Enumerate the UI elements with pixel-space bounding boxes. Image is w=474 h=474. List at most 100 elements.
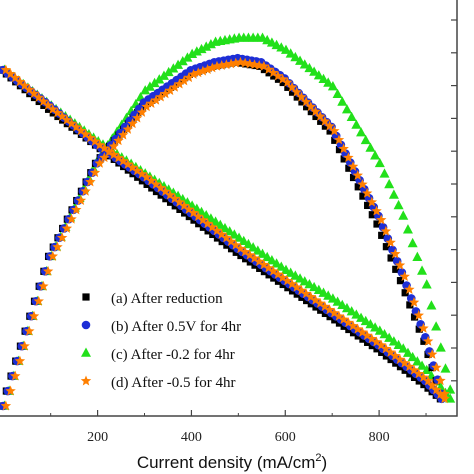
power-point bbox=[404, 284, 415, 294]
power-point bbox=[392, 265, 400, 273]
voltage-point bbox=[19, 80, 30, 91]
x-tick-label: 400 bbox=[181, 430, 202, 445]
voltage-point bbox=[291, 281, 302, 292]
power-point bbox=[413, 309, 424, 320]
power-point bbox=[149, 77, 160, 88]
power-point bbox=[99, 152, 110, 163]
voltage-point bbox=[296, 285, 307, 295]
voltage-point bbox=[305, 291, 317, 302]
legend-marker bbox=[80, 375, 92, 386]
power-point bbox=[396, 277, 405, 285]
power-point bbox=[356, 127, 367, 137]
voltage-point bbox=[347, 320, 359, 331]
voltage-point bbox=[360, 315, 371, 326]
power-point bbox=[371, 205, 382, 216]
power-point bbox=[230, 57, 241, 68]
power-point bbox=[10, 370, 21, 381]
power-point bbox=[364, 201, 372, 210]
voltage-point bbox=[268, 265, 279, 276]
voltage-point bbox=[210, 216, 221, 226]
power-point bbox=[390, 248, 401, 259]
voltage-point bbox=[404, 361, 415, 372]
power-point bbox=[402, 224, 413, 234]
x-tick-label: 600 bbox=[275, 430, 296, 445]
power-point bbox=[196, 43, 207, 54]
voltage-point bbox=[248, 242, 259, 252]
power-point bbox=[258, 60, 270, 71]
power-point bbox=[378, 231, 386, 239]
voltage-point bbox=[122, 158, 134, 169]
voltage-point bbox=[80, 128, 91, 139]
voltage-point bbox=[234, 232, 245, 242]
power-point bbox=[66, 213, 77, 224]
voltage-point bbox=[370, 322, 381, 332]
power-point bbox=[183, 72, 195, 83]
voltage-point bbox=[258, 259, 270, 270]
power-point bbox=[113, 135, 124, 146]
voltage-point bbox=[351, 309, 362, 319]
voltage-point bbox=[435, 388, 446, 399]
power-point bbox=[401, 289, 409, 297]
power-point bbox=[291, 86, 302, 97]
power-point bbox=[174, 78, 185, 89]
power-point bbox=[299, 59, 310, 69]
power-point bbox=[323, 77, 334, 87]
plot-border bbox=[0, 0, 458, 417]
power-point bbox=[327, 81, 338, 91]
legend-label: (c) After -0.2 for 4hr bbox=[111, 347, 235, 363]
voltage-point bbox=[361, 330, 373, 341]
power-point bbox=[368, 211, 376, 219]
power-point bbox=[394, 259, 406, 270]
x-axis-title: Current density (mA/cm2) bbox=[137, 452, 327, 472]
power-point bbox=[263, 64, 274, 74]
voltage-point bbox=[239, 246, 251, 257]
power-point bbox=[127, 118, 138, 129]
power-point bbox=[374, 157, 385, 168]
power-point bbox=[277, 73, 288, 84]
voltage-point bbox=[272, 268, 284, 279]
power-point bbox=[351, 119, 362, 129]
power-point bbox=[341, 104, 352, 114]
power-point bbox=[187, 48, 198, 58]
voltage-point bbox=[230, 239, 241, 250]
voltage-point bbox=[216, 228, 227, 239]
power-point bbox=[117, 129, 129, 140]
power-point bbox=[61, 222, 73, 233]
power-point bbox=[399, 271, 410, 282]
power-point bbox=[47, 250, 58, 261]
voltage-point bbox=[28, 88, 40, 99]
power-point bbox=[407, 237, 418, 248]
power-point bbox=[426, 300, 437, 310]
voltage-point bbox=[333, 310, 345, 321]
voltage-point bbox=[229, 229, 240, 239]
voltage-point bbox=[371, 336, 382, 347]
voltage-point bbox=[390, 350, 401, 361]
power-point bbox=[56, 232, 68, 243]
power-point bbox=[427, 348, 438, 359]
x-tick-label: 200 bbox=[87, 430, 108, 445]
power-point bbox=[421, 279, 432, 289]
power-point bbox=[406, 301, 414, 309]
voltage-point bbox=[379, 329, 390, 339]
power-point bbox=[80, 185, 91, 196]
voltage-point bbox=[310, 294, 321, 305]
power-point bbox=[14, 355, 26, 366]
power-point bbox=[338, 143, 349, 154]
power-point bbox=[141, 101, 152, 112]
power-point bbox=[158, 70, 169, 80]
voltage-point bbox=[385, 346, 396, 357]
voltage-point bbox=[327, 293, 338, 303]
voltage-point bbox=[398, 343, 409, 353]
power-point bbox=[182, 52, 193, 62]
power-point bbox=[388, 189, 399, 199]
power-point bbox=[435, 375, 446, 386]
power-point bbox=[361, 187, 373, 198]
voltage-point bbox=[75, 125, 87, 136]
power-point bbox=[398, 210, 409, 220]
power-point bbox=[379, 168, 390, 178]
voltage-point bbox=[0, 64, 12, 75]
power-point bbox=[375, 214, 387, 225]
voltage-point bbox=[418, 371, 429, 382]
power-point bbox=[202, 64, 213, 74]
